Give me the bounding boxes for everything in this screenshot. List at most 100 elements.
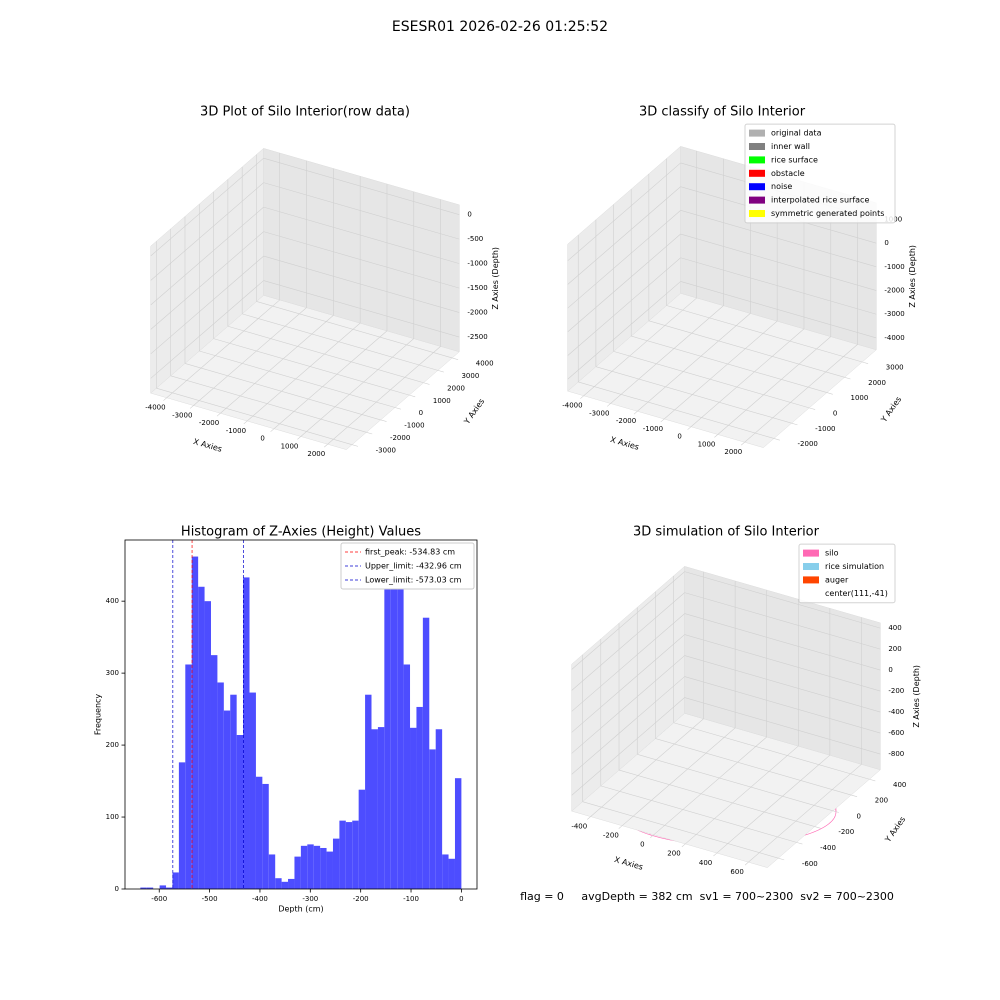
bar: [448, 858, 455, 889]
grid-line: [263, 280, 460, 338]
legend-swatch: [749, 169, 765, 177]
grid-line: [150, 255, 264, 355]
grid-line: [256, 301, 453, 359]
legend-swatch: [749, 129, 765, 137]
legend-label: noise: [771, 182, 792, 191]
tick-mark: [796, 842, 803, 845]
grid-line: [610, 305, 724, 404]
z-tick-label: -2500: [467, 333, 487, 341]
bar: [429, 749, 436, 889]
legend-swatch: [803, 549, 819, 557]
x-tick-label: -400: [252, 895, 268, 903]
y-tick-label: 100: [106, 813, 119, 821]
grid-line: [744, 344, 858, 443]
z-tick-label: -1000: [884, 263, 904, 271]
bar: [397, 586, 404, 889]
y-tick-label: 3000: [461, 372, 479, 380]
tick-mark: [366, 431, 373, 435]
tick-mark: [744, 861, 749, 866]
x-tick-label: -1000: [643, 425, 663, 433]
bar: [313, 845, 321, 889]
grid-line: [567, 257, 681, 356]
grid-line: [637, 313, 751, 412]
y-tick-label: 200: [875, 797, 888, 805]
tick-mark: [633, 411, 638, 415]
y-tick-label: -1000: [404, 422, 424, 430]
legend-box: [340, 542, 475, 590]
grid-line: [600, 785, 797, 843]
bar: [255, 776, 263, 889]
x-tick-label: 0: [677, 433, 681, 441]
y-tick-label: 3000: [886, 364, 904, 372]
x-tick-label: 1000: [698, 440, 716, 448]
grid-line: [150, 231, 264, 330]
tick-mark: [618, 825, 623, 829]
legend-label: symmetric generated points: [771, 209, 884, 218]
legend-label: silo: [825, 549, 839, 558]
bar: [146, 887, 154, 889]
x-tick-label: -200: [353, 895, 369, 903]
x-tick-label: 0: [459, 895, 463, 903]
tick-mark: [270, 428, 275, 432]
x-tick-label: 200: [667, 850, 680, 858]
z-axis-label: Z Axies (Depth): [491, 247, 500, 310]
legend-label: original data: [771, 129, 822, 138]
grid-line: [684, 676, 881, 734]
tick-mark: [650, 834, 654, 838]
grid-line: [567, 281, 681, 380]
z-tick-label: 0: [888, 666, 892, 674]
tick-mark: [681, 843, 686, 848]
z-tick-label: -500: [467, 235, 483, 243]
y-tick-label: -1000: [815, 425, 835, 433]
legend-label: interpolated rice surface: [771, 196, 869, 205]
grid-line: [567, 210, 681, 309]
tick-mark: [394, 407, 401, 410]
bar: [442, 854, 449, 889]
x-tick-label: 600: [730, 868, 743, 876]
figure-title: ESESR01 2026-02-26 01:25:52: [392, 19, 608, 35]
plot-frame: [124, 539, 478, 890]
legend-box: [744, 123, 896, 224]
grid-line: [621, 727, 736, 826]
z-tick-label: -800: [888, 750, 904, 758]
x-tick-label: 1000: [281, 442, 299, 450]
grid-line: [684, 634, 881, 692]
grid-line: [567, 233, 681, 333]
y-tick-label: -2000: [798, 440, 818, 448]
grid-line: [680, 257, 877, 315]
grid-line: [213, 338, 410, 396]
legend-swatch: [749, 183, 765, 191]
tick-mark: [809, 407, 816, 410]
z-tick-label: -2000: [467, 309, 487, 317]
z-tick-label: -1000: [467, 260, 487, 268]
bar: [217, 682, 224, 889]
grid-line: [166, 299, 280, 398]
x-tick-label: -100: [403, 895, 419, 903]
y-tick-label: -3000: [376, 446, 396, 454]
grid-line: [717, 336, 831, 435]
y-tick-label: -200: [838, 828, 854, 836]
y-axis-label: Frequency: [94, 694, 103, 736]
grid-line: [653, 736, 767, 836]
y-tick-label: 300: [106, 669, 119, 677]
legend-swatch: [749, 143, 765, 151]
x-tick-label: -400: [571, 822, 587, 830]
bar: [422, 617, 430, 889]
tick-mark: [243, 420, 248, 425]
grid-line: [684, 571, 881, 629]
grid-line: [684, 592, 881, 650]
tick-mark: [826, 392, 833, 395]
tick-mark: [773, 438, 780, 441]
grid-line: [590, 718, 704, 817]
tick-mark: [687, 426, 692, 430]
bar: [358, 789, 366, 889]
z-tick-label: -400: [888, 708, 904, 716]
x-tick-label: -3000: [589, 409, 609, 417]
grid-line: [170, 375, 367, 433]
bar: [352, 820, 359, 889]
tick-mark: [814, 826, 821, 829]
z-tick-label: -2000: [884, 287, 904, 295]
bar: [268, 854, 276, 889]
grid-line: [567, 186, 681, 285]
z-tick-label: -4000: [884, 334, 904, 342]
